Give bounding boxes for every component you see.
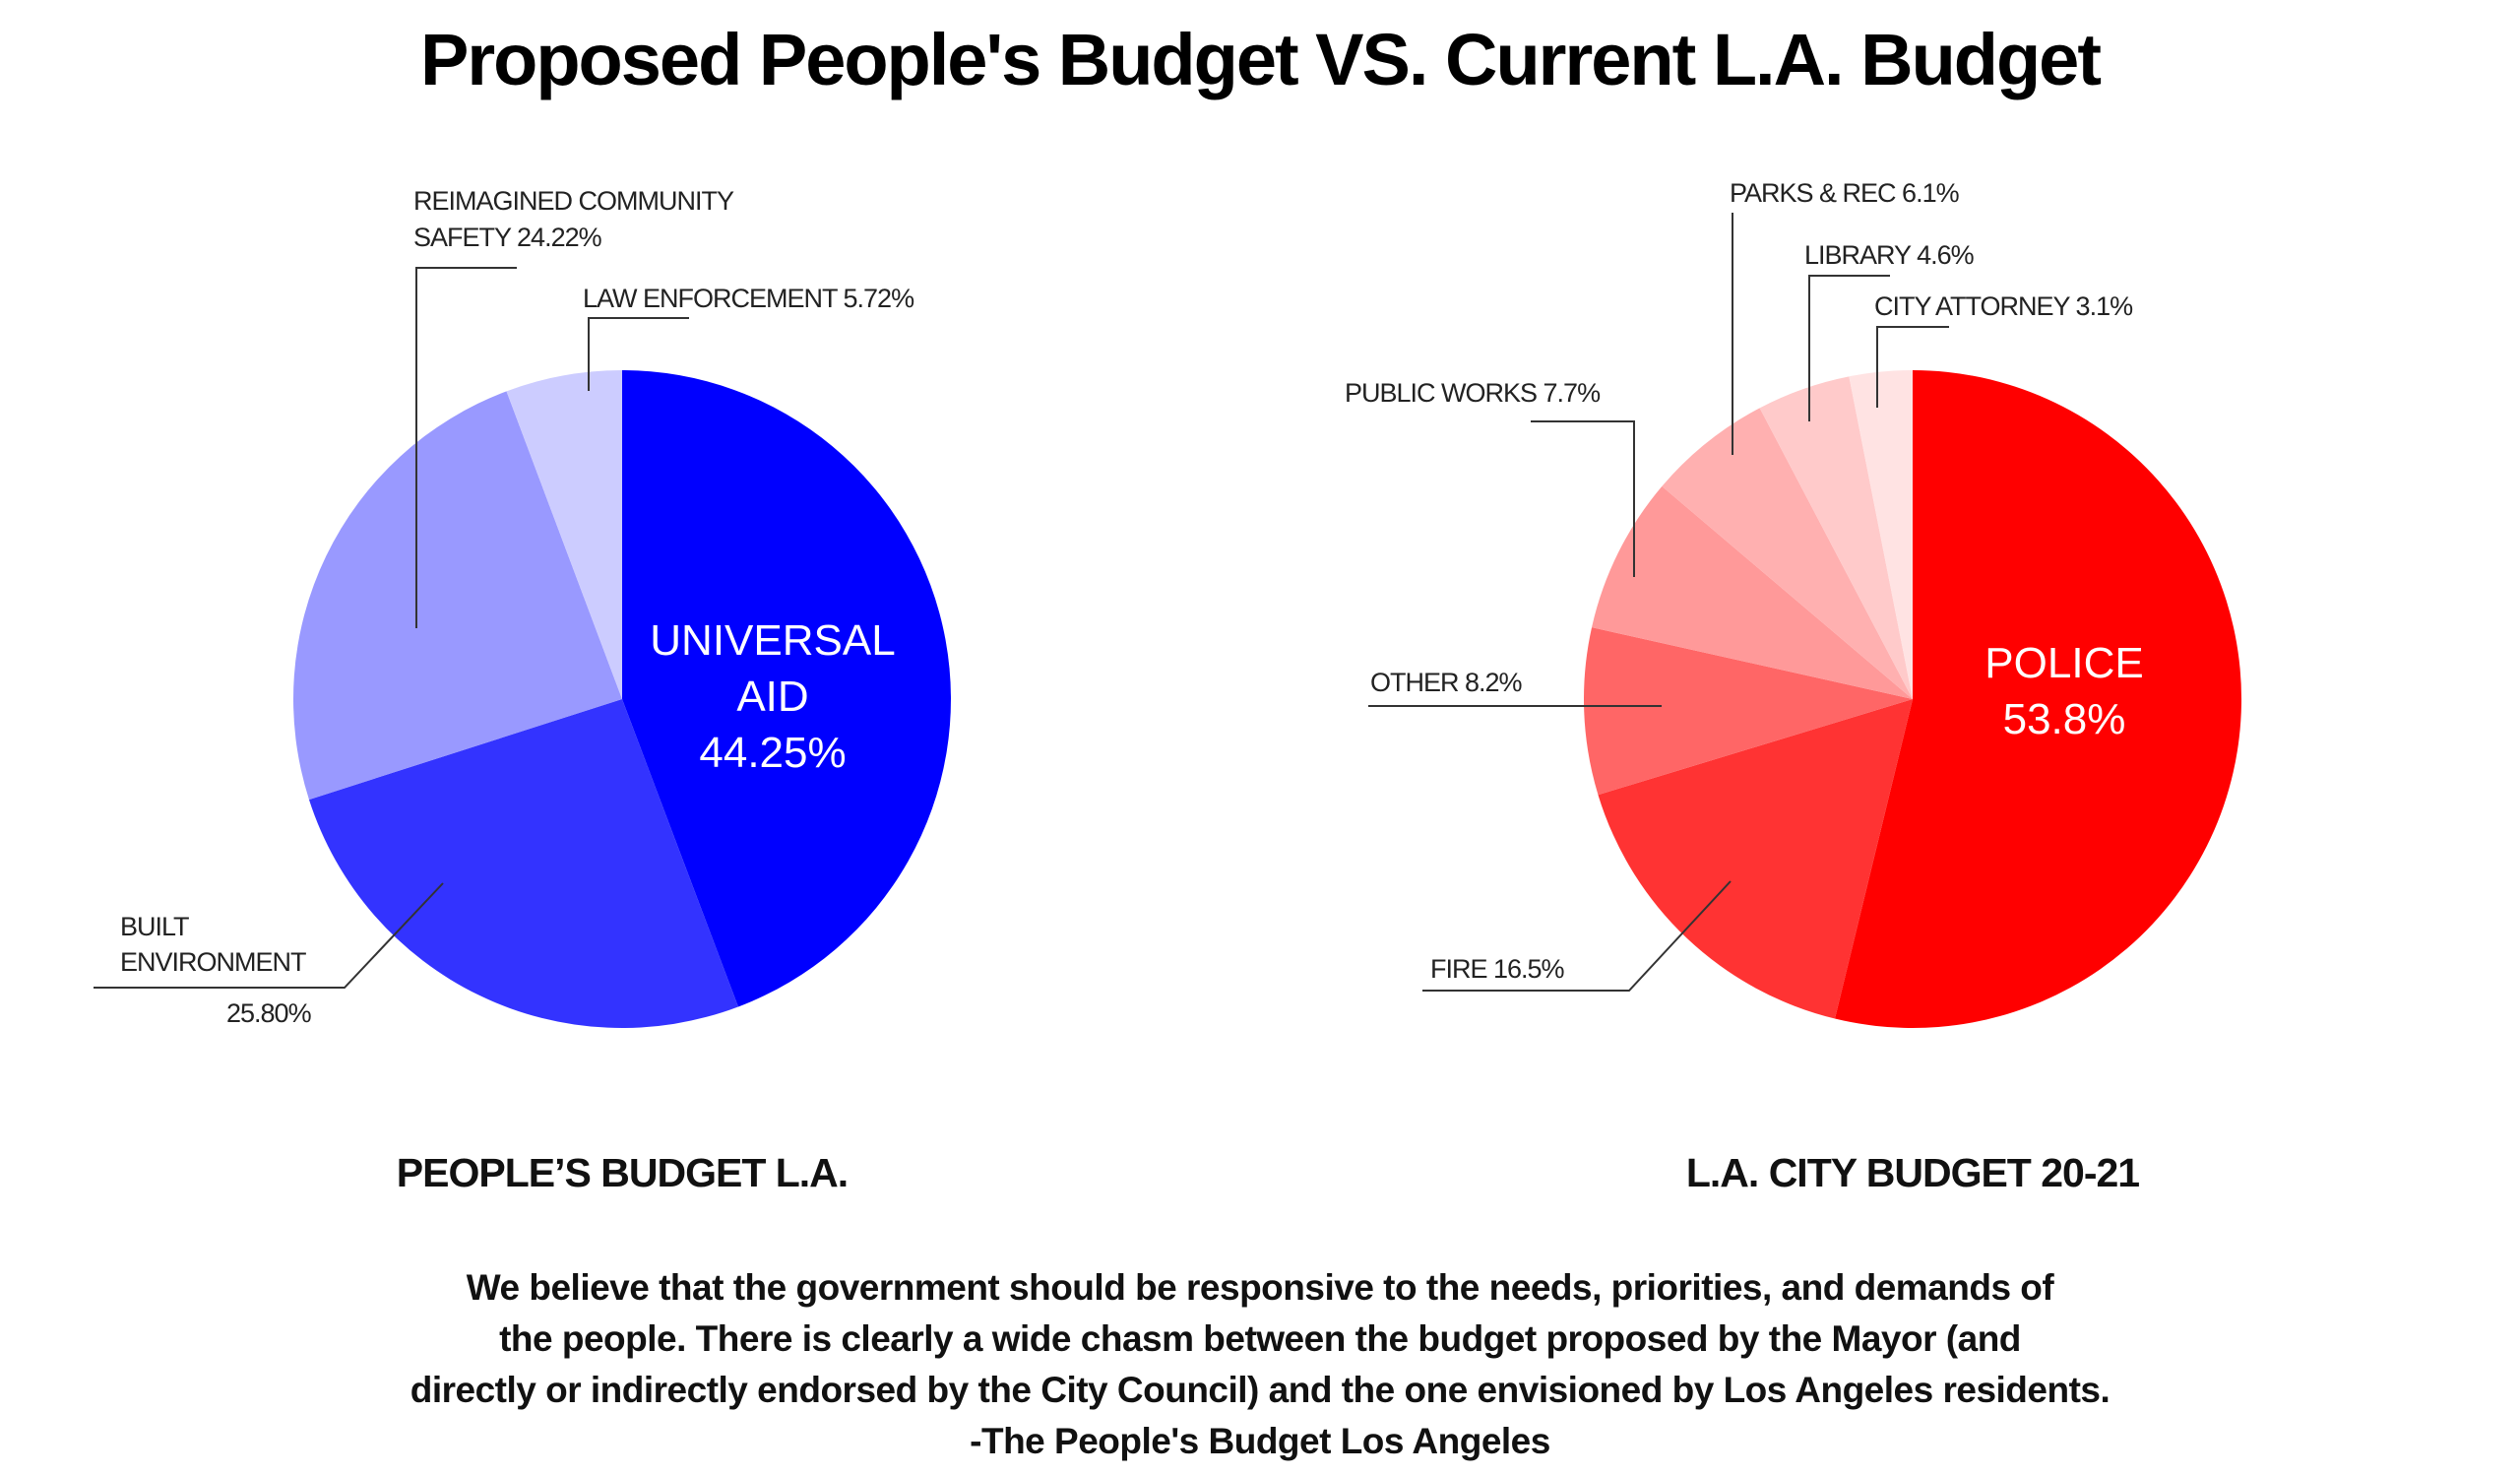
pie-slice-reimagined-community-safety: [293, 391, 622, 801]
leader-line-library: [1808, 275, 1890, 421]
slice-label-law-enforcement-1: LAW ENFORCEMENT 5.72%: [583, 284, 914, 313]
quote-attribution: -The People's Budget Los Angeles: [970, 1421, 1550, 1461]
pie-slice-public-works: [1592, 485, 1913, 699]
quote-line-3: directly or indirectly endorsed by the C…: [410, 1370, 2110, 1410]
chart-caption-2: L.A. CITY BUDGET 20-21: [1686, 1150, 2139, 1195]
slice-label-built-environment-1: BUILT: [120, 912, 189, 941]
slice-label-universal-aid-3: 44.25%: [699, 729, 846, 777]
pie-slice-built-environment: [308, 699, 738, 1028]
slice-label-fire-1: FIRE 16.5%: [1430, 954, 1565, 984]
pie-slice-fire: [1598, 699, 1913, 1019]
leader-line-fire: [1422, 880, 1732, 992]
quote-line-2: the people. There is clearly a wide chas…: [499, 1318, 2021, 1359]
page-title: Proposed People's Budget VS. Current L.A…: [420, 19, 2102, 100]
peoples-budget-pie: UNIVERSAL AID 44.25% BUILT ENVIRONMENT 25.80%…: [94, 186, 951, 1195]
slice-label-public-works-1: PUBLIC WORKS 7.7%: [1345, 378, 1601, 408]
quote-block: We believe that the government should be…: [226, 1262, 2294, 1467]
chart-caption-1: PEOPLE’S BUDGET L.A.: [397, 1150, 848, 1195]
slice-label-built-environment-3: 25.80%: [226, 998, 312, 1028]
budget-charts: UNIVERSAL AID 44.25% BUILT ENVIRONMENT 25.80%…: [94, 178, 2242, 1195]
pie-slice-library: [1759, 376, 1913, 699]
slice-label-police-2: 53.8%: [2003, 695, 2126, 743]
pie-slice-parks-and-rec: [1662, 408, 1913, 699]
slice-label-library-1: LIBRARY 4.6%: [1804, 240, 1975, 270]
slice-label-police-1: POLICE: [1984, 639, 2143, 687]
leader-line-city-attorney: [1876, 326, 1949, 408]
la-city-budget-pie: POLICE 53.8% FIRE 16.5% OTHER 8.2% PUBLIC WO…: [1345, 178, 2242, 1195]
leader-line-public-works: [1531, 420, 1635, 577]
slice-label-reimagined-community-safety-2: SAFETY 24.22%: [413, 223, 602, 252]
pie-slice-law-enforcement: [506, 370, 622, 699]
leader-line-law-enforcement: [588, 317, 689, 391]
slice-label-parks-and-rec-1: PARKS & REC 6.1%: [1730, 178, 1960, 208]
pie-slice-universal-aid: [622, 370, 951, 1007]
leader-line-reimagined-community-safety: [415, 267, 517, 628]
slice-label-built-environment-2: ENVIRONMENT: [120, 947, 306, 977]
slice-label-universal-aid-2: AID: [736, 673, 808, 721]
pie-slice-city-attorney: [1849, 370, 1913, 699]
slice-label-other-1: OTHER 8.2%: [1370, 668, 1523, 697]
slice-label-city-attorney-1: CITY ATTORNEY 3.1%: [1874, 291, 2133, 321]
leader-line-built-environment: [94, 882, 444, 989]
pie-slice-other: [1583, 627, 1913, 796]
slice-label-universal-aid-1: UNIVERSAL: [650, 616, 895, 665]
quote-line-1: We believe that the government should be…: [466, 1267, 2054, 1308]
pie-slice-police: [1835, 370, 2242, 1028]
slice-label-reimagined-community-safety-1: REIMAGINED COMMUNITY: [413, 186, 734, 216]
